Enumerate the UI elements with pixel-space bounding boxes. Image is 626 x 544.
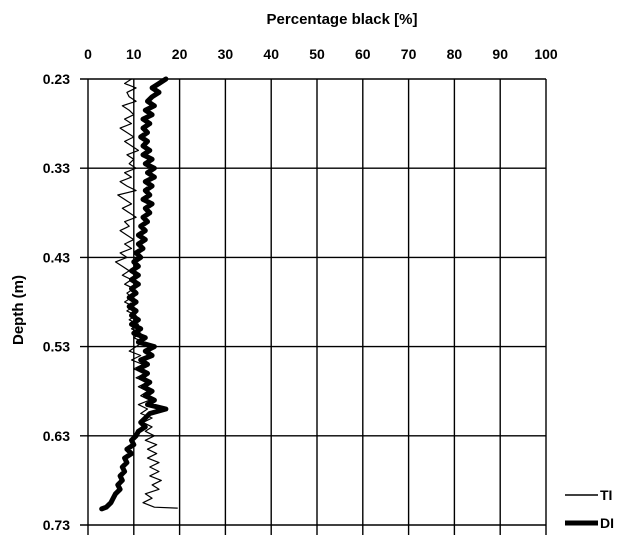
series-line-di <box>99 76 169 512</box>
y-tick-label: 0.43 <box>43 249 70 265</box>
grid <box>80 78 547 535</box>
x-tick-label: 70 <box>401 46 417 62</box>
legend-label-di: DI <box>600 515 614 531</box>
x-tick-label: 0 <box>84 46 92 62</box>
y-tick-label: 0.23 <box>43 71 70 87</box>
x-tick-label: 40 <box>263 46 279 62</box>
series-lines <box>99 76 178 512</box>
y-tick-labels: 0.23 0.33 0.43 0.53 0.63 0.73 <box>43 71 70 533</box>
y-tick-label: 0.73 <box>43 517 70 533</box>
y-axis-label: Depth (m) <box>10 275 27 345</box>
y-tick-label: 0.33 <box>43 160 70 176</box>
x-tick-label: 90 <box>492 46 508 62</box>
y-tick-label: 0.63 <box>43 428 70 444</box>
chart-title: Percentage black [%] <box>267 11 418 28</box>
x-tick-label: 10 <box>126 46 142 62</box>
x-tick-label: 60 <box>355 46 371 62</box>
legend-label-ti: TI <box>600 487 612 503</box>
x-tick-label: 100 <box>534 46 558 62</box>
x-tick-label: 80 <box>447 46 463 62</box>
y-tick-label: 0.53 <box>43 339 70 355</box>
x-tick-label: 30 <box>218 46 234 62</box>
legend: TI DI <box>565 487 614 531</box>
x-tick-labels: 0 10 20 30 40 50 60 70 80 90 100 <box>84 46 558 62</box>
x-tick-label: 50 <box>309 46 325 62</box>
x-tick-label: 20 <box>172 46 188 62</box>
